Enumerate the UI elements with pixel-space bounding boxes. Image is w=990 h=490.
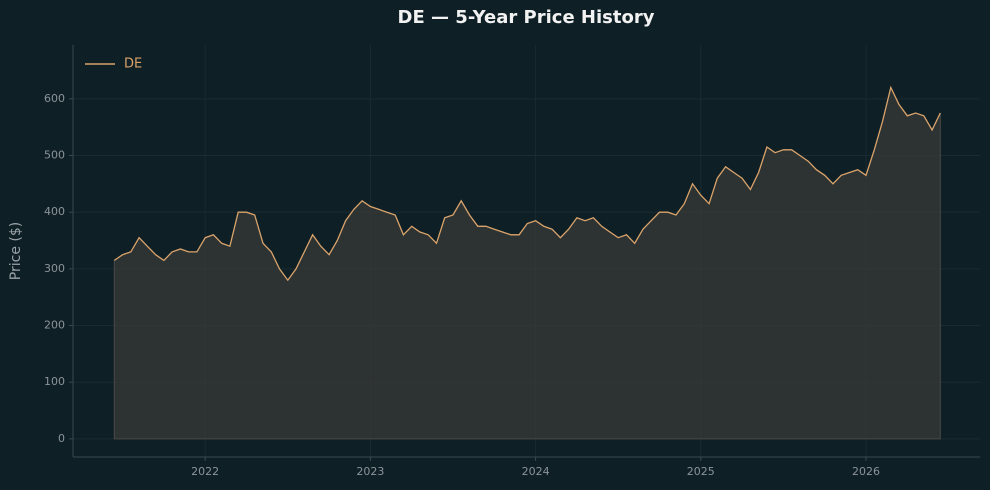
legend-label: DE: [124, 57, 142, 72]
y-tick-label: 400: [44, 205, 65, 218]
y-tick-label: 100: [44, 375, 65, 388]
area: [113, 86, 941, 440]
y-tick-label: 0: [58, 432, 65, 445]
chart-title: DE — 5-Year Price History: [398, 7, 655, 28]
x-tick-label: 2026: [852, 465, 880, 478]
y-tick-label: 600: [44, 92, 65, 105]
y-tick-label: 500: [44, 149, 65, 162]
y-tick-label: 300: [44, 262, 65, 275]
x-tick-label: 2022: [191, 465, 219, 478]
x-tick-label: 2024: [522, 465, 550, 478]
y-axis-label: Price ($): [8, 222, 24, 280]
line: [113, 85, 941, 282]
y-tick-label: 200: [44, 319, 65, 332]
x-tick-label: 2025: [687, 465, 715, 478]
x-tick-label: 2023: [356, 465, 384, 478]
